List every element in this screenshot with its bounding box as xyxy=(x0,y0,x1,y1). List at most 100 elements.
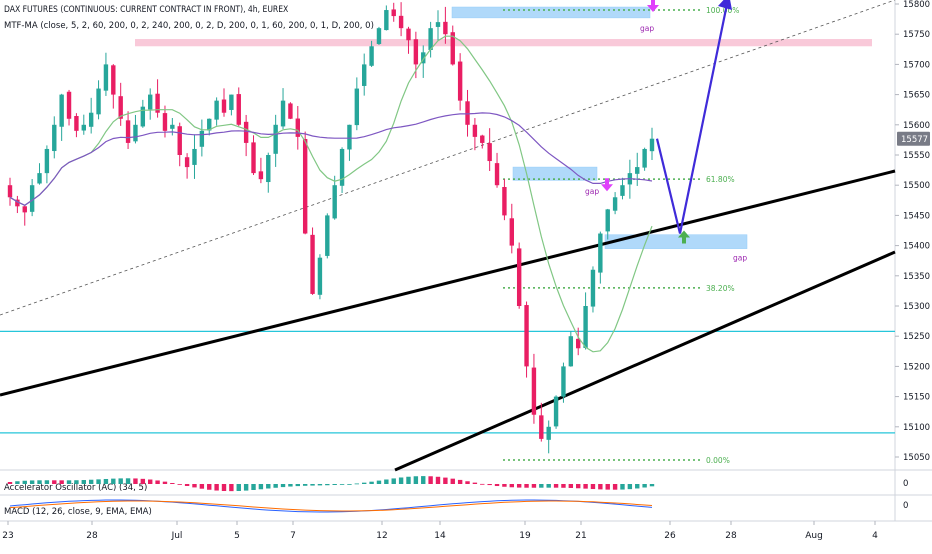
price-label: 15550 xyxy=(903,151,930,161)
price-label: 15300 xyxy=(903,302,930,312)
ac-bar xyxy=(148,479,153,484)
ac-bar xyxy=(635,484,640,489)
candle-body xyxy=(553,396,559,427)
time-label: 14 xyxy=(434,531,446,541)
ma-purple-line xyxy=(9,112,653,206)
candle-body xyxy=(317,257,323,295)
ac-bar xyxy=(133,478,138,484)
candle-body xyxy=(229,94,234,110)
candle-body xyxy=(295,118,300,137)
candle-body xyxy=(125,120,131,143)
price-label: 15650 xyxy=(903,91,930,101)
ac-bar xyxy=(406,476,411,484)
candle-body xyxy=(480,135,485,143)
time-label: 28 xyxy=(86,531,98,541)
ac-bar xyxy=(354,483,360,485)
ac-bar xyxy=(576,484,581,489)
ac-bar xyxy=(362,482,367,484)
ac-bar xyxy=(118,478,123,484)
candle-body xyxy=(561,366,566,397)
candle-body xyxy=(133,124,138,142)
ac-bar xyxy=(435,476,441,484)
time-label: 7 xyxy=(290,531,296,541)
gap-label-mid: gap xyxy=(585,187,599,196)
ac-bar xyxy=(620,484,625,490)
price-label: 15400 xyxy=(903,242,930,252)
ac-bar xyxy=(184,484,190,486)
ac-bar xyxy=(627,484,633,490)
candle-body xyxy=(155,93,160,113)
ac-bar xyxy=(428,476,433,484)
price-label: 15350 xyxy=(903,272,930,282)
price-label: 15100 xyxy=(903,423,930,433)
ac-bar xyxy=(15,481,20,484)
candle-body xyxy=(568,336,574,367)
time-label: 28 xyxy=(725,531,737,541)
ac-bar xyxy=(516,484,522,488)
ac-bar xyxy=(221,484,227,491)
projection-path xyxy=(655,3,729,234)
macd-title: MACD (12, 26, close, 9, EMA, EMA) xyxy=(4,507,152,517)
time-label: 19 xyxy=(519,531,531,541)
ac-bar xyxy=(494,484,500,487)
gap-zone-top xyxy=(451,6,651,19)
time-label: 26 xyxy=(664,531,676,541)
macd-signal-line xyxy=(9,500,653,512)
candle-body xyxy=(642,148,647,168)
candle-body xyxy=(44,148,50,174)
ac-bar xyxy=(317,484,323,486)
ac-bar xyxy=(59,480,64,484)
symbol-title: DAX FUTURES (CONTINUOUS: CURRENT CONTRAC… xyxy=(4,5,289,15)
candle-body xyxy=(457,61,463,101)
ac-bar xyxy=(649,484,655,487)
candle-body xyxy=(605,209,610,232)
ac-title: Accelerator Oscillator (AC) (34, 5) xyxy=(4,483,147,493)
ac-bar xyxy=(605,484,610,490)
price-label: 15050 xyxy=(903,453,930,463)
ac-bar xyxy=(524,484,529,488)
ac-bar xyxy=(398,477,404,484)
ac-bar xyxy=(236,484,241,491)
ac-bar xyxy=(258,484,264,490)
ac-bar xyxy=(66,480,72,484)
candle-body xyxy=(516,248,522,306)
candle-body xyxy=(74,116,79,131)
ac-bar xyxy=(583,484,588,489)
candle-body xyxy=(428,28,433,50)
candle-body xyxy=(376,28,382,44)
ac-bar xyxy=(37,480,42,484)
fib-100-label: 100.00% xyxy=(706,6,739,15)
ac-scale-label: 0 xyxy=(903,479,908,489)
candle-body xyxy=(214,100,219,120)
ac-bar xyxy=(96,479,101,484)
ac-bar xyxy=(347,484,352,485)
price-label: 15200 xyxy=(903,362,930,372)
candle-body xyxy=(15,199,20,207)
ac-bar xyxy=(642,484,647,488)
sell-arrow-icon xyxy=(601,178,613,192)
ac-bar xyxy=(22,480,27,484)
candle-body xyxy=(398,15,404,29)
time-label: 5 xyxy=(234,531,240,541)
candle-body xyxy=(590,269,596,307)
candle-body xyxy=(199,130,205,147)
candle-body xyxy=(450,32,455,65)
candle-body xyxy=(88,112,94,127)
candle-body xyxy=(576,338,581,349)
ac-bar xyxy=(125,478,131,484)
fib-618-label: 61.80% xyxy=(706,175,735,184)
candle-body xyxy=(435,22,441,27)
candle-body xyxy=(339,148,345,186)
ac-bar xyxy=(568,484,574,488)
ac-bar xyxy=(561,484,566,488)
ac-bar xyxy=(391,478,396,484)
candle-body xyxy=(413,39,419,65)
candle-body xyxy=(258,171,264,180)
gap-label-top: gap xyxy=(640,24,654,33)
ac-bar xyxy=(376,480,382,484)
candle-body xyxy=(29,185,35,212)
price-label: 15800 xyxy=(903,0,930,10)
candle-body xyxy=(325,215,330,256)
